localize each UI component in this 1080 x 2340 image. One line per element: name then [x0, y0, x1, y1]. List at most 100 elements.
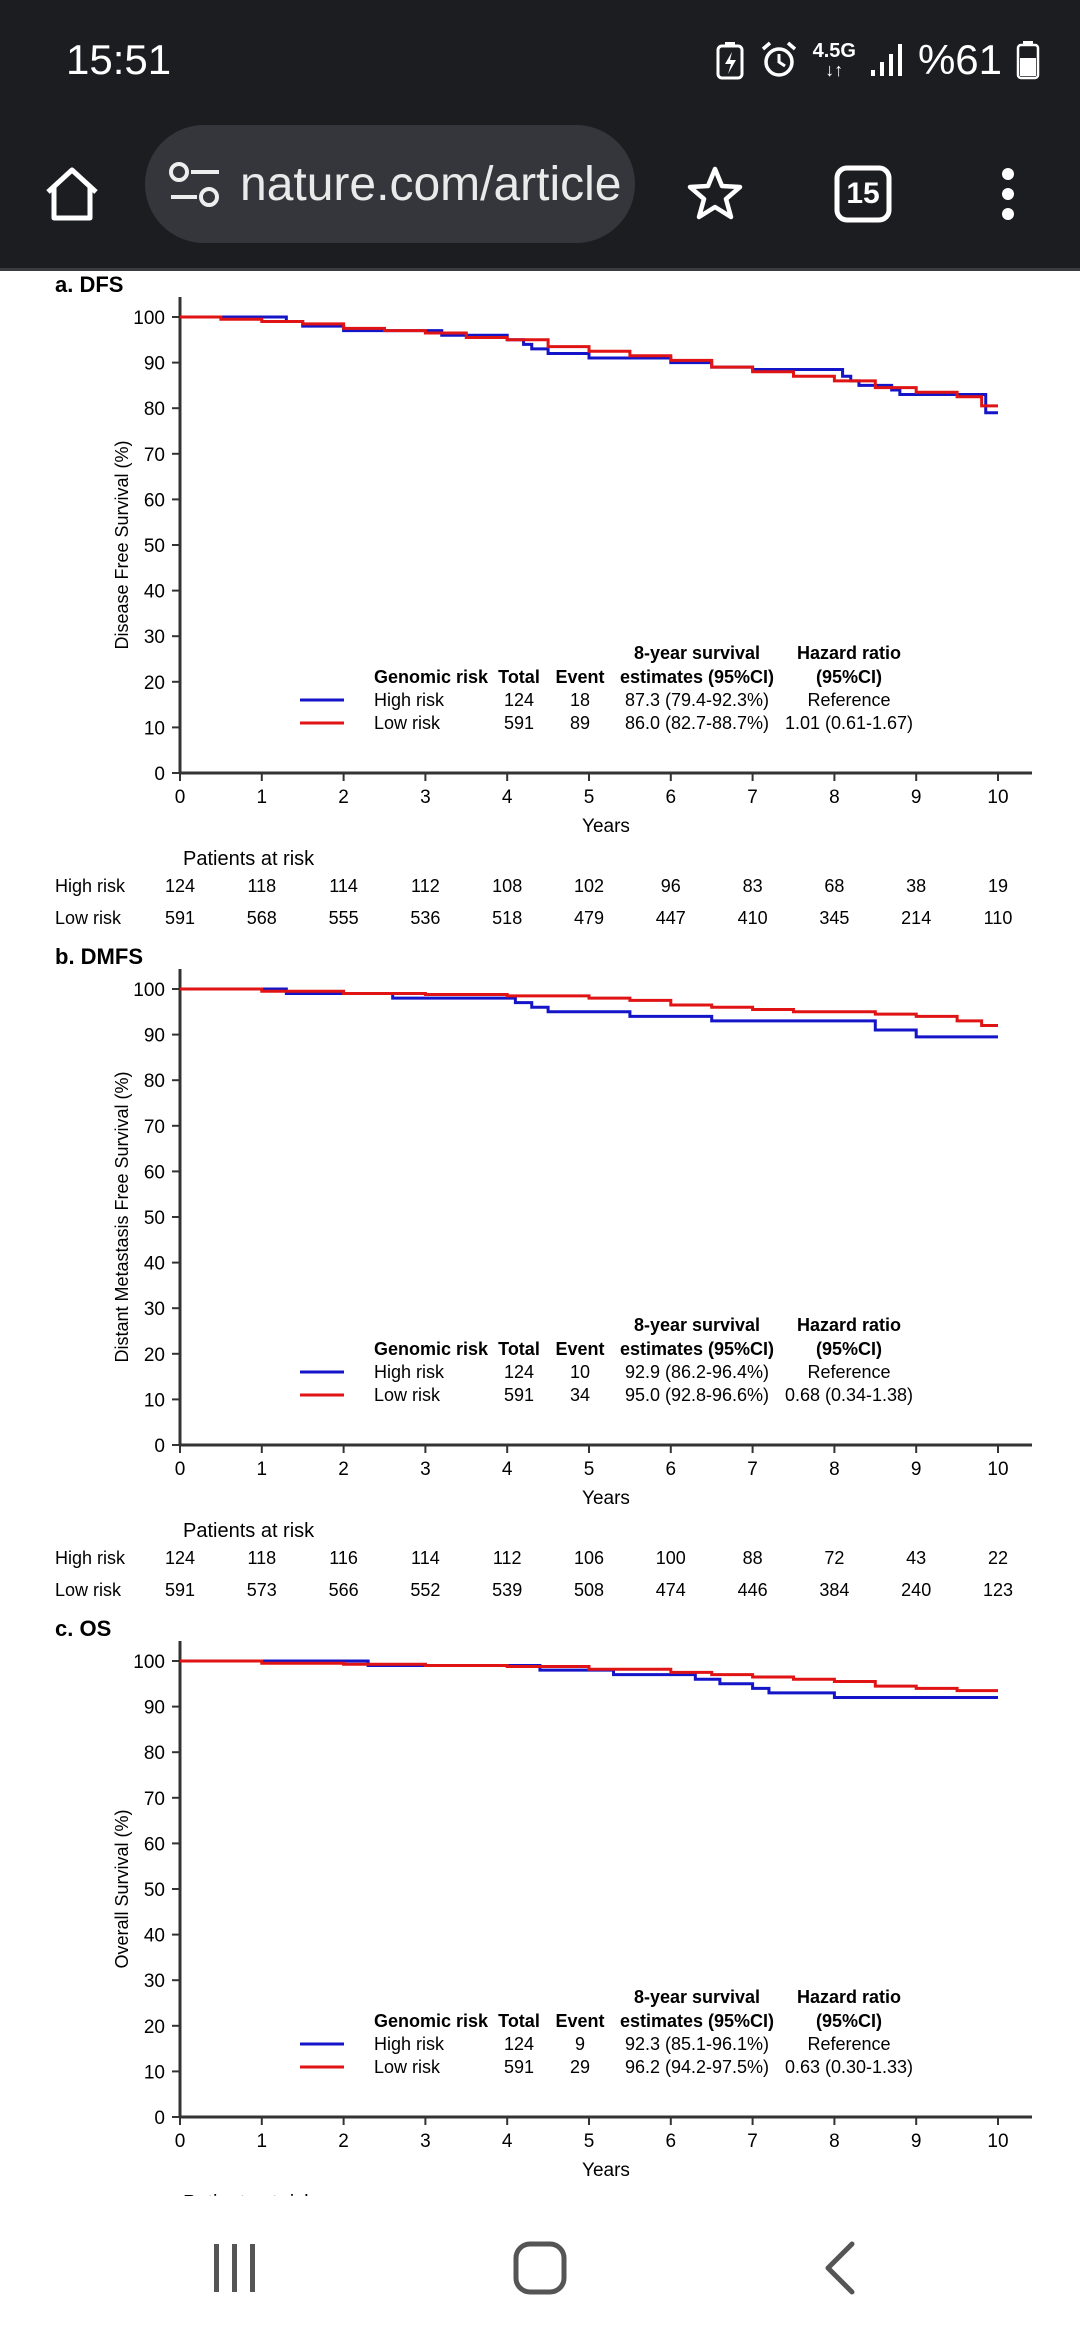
dfs-at-risk-high-value: 124 — [165, 876, 195, 896]
os-x-tick-label: 8 — [829, 2131, 840, 2152]
dmfs-legend-total-header: Total — [498, 1339, 540, 1359]
dmfs-at-risk-low-value: 566 — [329, 1580, 359, 1600]
dmfs-x-tick-label: 5 — [584, 1459, 595, 1480]
dmfs-legend-hr: Reference — [807, 1362, 890, 1382]
url-bar[interactable]: nature.com/article — [145, 125, 635, 243]
dmfs-at-risk-high-value: 116 — [329, 1548, 358, 1568]
dfs-legend-hr: 1.01 (0.61-1.67) — [785, 713, 913, 733]
os-legend-event: 9 — [575, 2034, 585, 2054]
dfs-at-risk-high-value: 96 — [661, 876, 681, 896]
dmfs-at-risk-title: Patients at risk — [183, 1520, 315, 1542]
dmfs-at-risk-low-value: 573 — [247, 1580, 277, 1600]
dmfs-legend-event: 10 — [570, 1362, 590, 1382]
os-legend-estimate: 92.3 (85.1-96.1%) — [625, 2034, 769, 2054]
dfs-x-tick-label: 10 — [987, 787, 1008, 808]
dfs-at-risk-low-value: 479 — [574, 908, 604, 928]
os-legend-estimate: 96.2 (94.2-97.5%) — [625, 2057, 769, 2077]
dfs-y-tick-label: 20 — [144, 673, 165, 694]
star-icon[interactable] — [675, 154, 755, 234]
url-text: nature.com/article — [240, 158, 622, 211]
alarm-icon — [761, 41, 796, 77]
dfs-legend-event-header: Event — [555, 667, 604, 687]
dfs-at-risk-high-value: 83 — [743, 876, 763, 896]
dmfs-legend-total: 591 — [504, 1385, 534, 1405]
dfs-at-risk-low-value: 410 — [738, 908, 768, 928]
dmfs-x-tick-label: 2 — [338, 1459, 349, 1480]
dmfs-at-risk-low-value: 474 — [656, 1580, 686, 1600]
dfs-at-risk-high-value: 19 — [988, 876, 1008, 896]
dmfs-y-tick-label: 10 — [144, 1390, 165, 1411]
dfs-at-risk-low-value: 345 — [819, 908, 849, 928]
os-y-tick-label: 30 — [144, 1971, 165, 1992]
network-type: 4.5G — [812, 40, 856, 62]
dmfs-at-risk-low-value: 591 — [165, 1580, 195, 1600]
tabs-icon[interactable]: 15 — [823, 154, 903, 234]
dmfs-y-tick-label: 30 — [144, 1299, 165, 1320]
dfs-x-tick-label: 7 — [747, 787, 758, 808]
network-icon: 4.5G ↓↑ — [812, 40, 856, 80]
os-y-tick-label: 0 — [154, 2108, 165, 2129]
os-x-tick-label: 10 — [987, 2131, 1008, 2152]
back-icon[interactable] — [820, 2240, 860, 2296]
dfs-at-risk-high-value: 108 — [492, 876, 522, 896]
dfs-y-tick-label: 90 — [144, 354, 165, 375]
dfs-series-high-risk — [180, 315, 998, 415]
dmfs-at-risk-high-label: High risk — [55, 1548, 126, 1568]
os-x-tick-label: 3 — [420, 2131, 431, 2152]
dmfs-at-risk-high-value: 114 — [411, 1548, 440, 1568]
dfs-x-tick-label: 9 — [911, 787, 922, 808]
os-legend-estimate-header: 8-year survival — [634, 1987, 760, 2007]
os-legend-event-header: Event — [555, 2011, 604, 2031]
dmfs-at-risk-low-value: 240 — [901, 1580, 931, 1600]
tab-count: 15 — [846, 177, 880, 210]
status-bar: 15:51 4.5G ↓↑ %61 — [0, 0, 1080, 120]
recent-apps-icon[interactable] — [210, 2240, 260, 2296]
dmfs-legend-event-header: Event — [555, 1339, 604, 1359]
dmfs-at-risk-low-value: 539 — [492, 1580, 522, 1600]
dfs-x-tick-label: 2 — [338, 787, 349, 808]
dfs-legend-estimate-header: estimates (95%CI) — [620, 667, 774, 687]
menu-icon[interactable] — [968, 154, 1048, 234]
dmfs-x-tick-label: 6 — [666, 1459, 677, 1480]
dfs-y-tick-label: 0 — [154, 764, 165, 785]
dfs-legend-event: 89 — [570, 713, 590, 733]
dmfs-y-tick-label: 40 — [144, 1254, 165, 1275]
dmfs-legend-total: 124 — [504, 1362, 534, 1382]
dfs-at-risk-high-value: 114 — [329, 876, 358, 896]
dmfs-at-risk-high-value: 72 — [824, 1548, 844, 1568]
dfs-y-tick-label: 30 — [144, 627, 165, 648]
dfs-at-risk-low-value: 518 — [492, 908, 522, 928]
os-legend-total-header: Total — [498, 2011, 540, 2031]
dfs-at-risk-low-value: 110 — [984, 908, 1013, 928]
home-icon[interactable] — [32, 154, 112, 234]
dmfs-at-risk-low-value: 446 — [738, 1580, 768, 1600]
dfs-x-tick-label: 0 — [175, 787, 186, 808]
dmfs-x-tick-label: 0 — [175, 1459, 186, 1480]
os-y-tick-label: 50 — [144, 1880, 165, 1901]
dmfs-at-risk-high-value: 43 — [906, 1548, 926, 1568]
dmfs-y-tick-label: 90 — [144, 1026, 165, 1047]
dfs-at-risk-high-value: 68 — [824, 876, 844, 896]
battery-icon — [1016, 41, 1040, 80]
dmfs-legend-event: 34 — [570, 1385, 590, 1405]
os-legend-label: High risk — [374, 2034, 445, 2054]
dfs-at-risk-low-label: Low risk — [55, 908, 122, 928]
dfs-legend-hr: Reference — [807, 690, 890, 710]
battery-saver-icon — [716, 42, 744, 80]
dmfs-legend-estimate-header: estimates (95%CI) — [620, 1339, 774, 1359]
os-legend-group-header: Genomic risk — [374, 2011, 489, 2031]
dmfs-y-tick-label: 0 — [154, 1436, 165, 1457]
dfs-y-tick-label: 100 — [133, 308, 165, 329]
os-y-tick-label: 100 — [133, 1652, 165, 1673]
home-button-icon[interactable] — [512, 2240, 568, 2296]
status-time: 15:51 — [66, 36, 172, 83]
dfs-legend-group-header: Genomic risk — [374, 667, 489, 687]
dfs-at-risk-low-value: 568 — [247, 908, 277, 928]
os-y-tick-label: 10 — [144, 2062, 165, 2083]
site-settings-icon[interactable] — [167, 161, 223, 209]
os-legend-hr-header: Hazard ratio — [797, 1987, 901, 2007]
dmfs-legend-hr-header: (95%CI) — [816, 1339, 882, 1359]
os-y-tick-label: 80 — [144, 1743, 165, 1764]
signal-icon — [870, 44, 902, 76]
